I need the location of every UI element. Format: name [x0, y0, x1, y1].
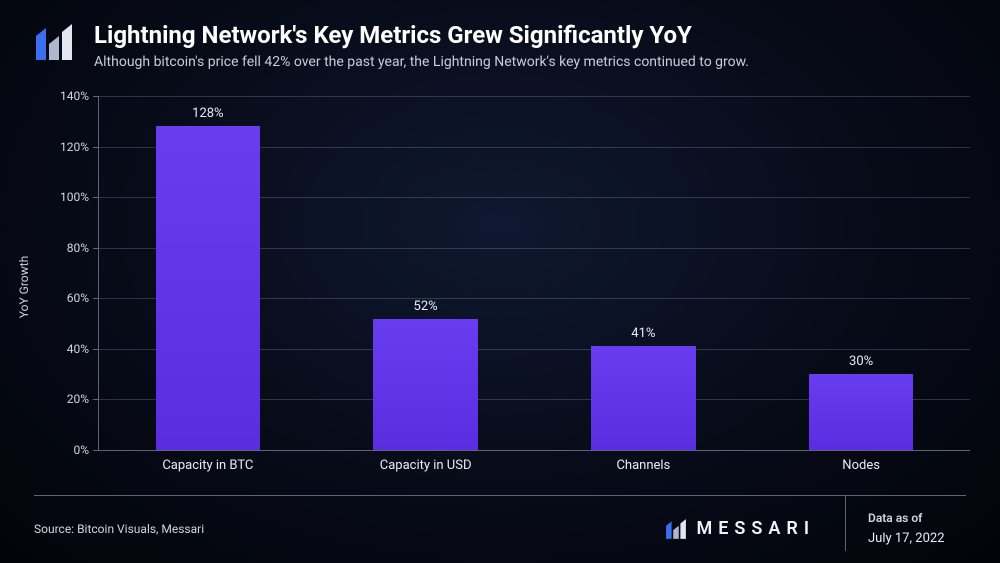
- x-tick-label: Nodes: [842, 458, 880, 473]
- y-tick-label: 60%: [67, 291, 99, 305]
- bar: [156, 126, 261, 450]
- grid-line: [99, 96, 970, 97]
- y-tick-label: 140%: [60, 89, 99, 103]
- y-tick-label: 0%: [73, 443, 99, 457]
- page-title: Lightning Network's Key Metrics Grew Sig…: [94, 22, 749, 50]
- y-tick-label: 40%: [67, 342, 99, 356]
- footer-brand-text: MESSARI: [697, 518, 816, 539]
- y-tick-label: 100%: [60, 190, 99, 204]
- source-text: Bitcoin Visuals, Messari: [77, 522, 204, 536]
- plot-area: 0%20%40%60%80%100%120%140%128%Capacity i…: [98, 96, 970, 451]
- y-tick-label: 80%: [67, 241, 99, 255]
- bar-value-label: 41%: [631, 326, 655, 341]
- source-attribution: Source: Bitcoin Visuals, Messari: [34, 522, 635, 536]
- bar-slot: 30%Nodes: [809, 374, 914, 450]
- date-label: Data as of: [868, 511, 966, 525]
- y-tick-label: 20%: [67, 392, 99, 406]
- date-column: Data as of July 17, 2022: [846, 511, 966, 546]
- bar-chart: YoY Growth 0%20%40%60%80%100%120%140%128…: [50, 96, 970, 477]
- x-tick-label: Capacity in BTC: [162, 458, 253, 473]
- bar-value-label: 30%: [849, 354, 873, 369]
- x-tick-label: Capacity in USD: [380, 458, 472, 473]
- footer-brand: MESSARI: [635, 518, 846, 540]
- bar-slot: 128%Capacity in BTC: [156, 126, 261, 450]
- x-tick-label: Channels: [616, 458, 670, 473]
- bar-value-label: 52%: [414, 299, 438, 314]
- page-subtitle: Although bitcoin's price fell 42% over t…: [94, 54, 749, 70]
- messari-logo-icon: [34, 22, 74, 62]
- date-value: July 17, 2022: [868, 531, 966, 546]
- header: Lightning Network's Key Metrics Grew Sig…: [0, 0, 1000, 70]
- footer: Source: Bitcoin Visuals, Messari MESSARI…: [34, 495, 966, 551]
- source-prefix: Source:: [34, 522, 77, 536]
- bar: [591, 346, 696, 450]
- bar: [809, 374, 914, 450]
- messari-mark-icon: [665, 518, 687, 540]
- bar-value-label: 128%: [192, 106, 223, 121]
- bar-slot: 52%Capacity in USD: [373, 319, 478, 450]
- header-text: Lightning Network's Key Metrics Grew Sig…: [94, 22, 749, 70]
- y-tick-label: 120%: [60, 140, 99, 154]
- bar: [373, 319, 478, 450]
- bar-slot: 41%Channels: [591, 346, 696, 450]
- y-axis-label: YoY Growth: [17, 255, 31, 317]
